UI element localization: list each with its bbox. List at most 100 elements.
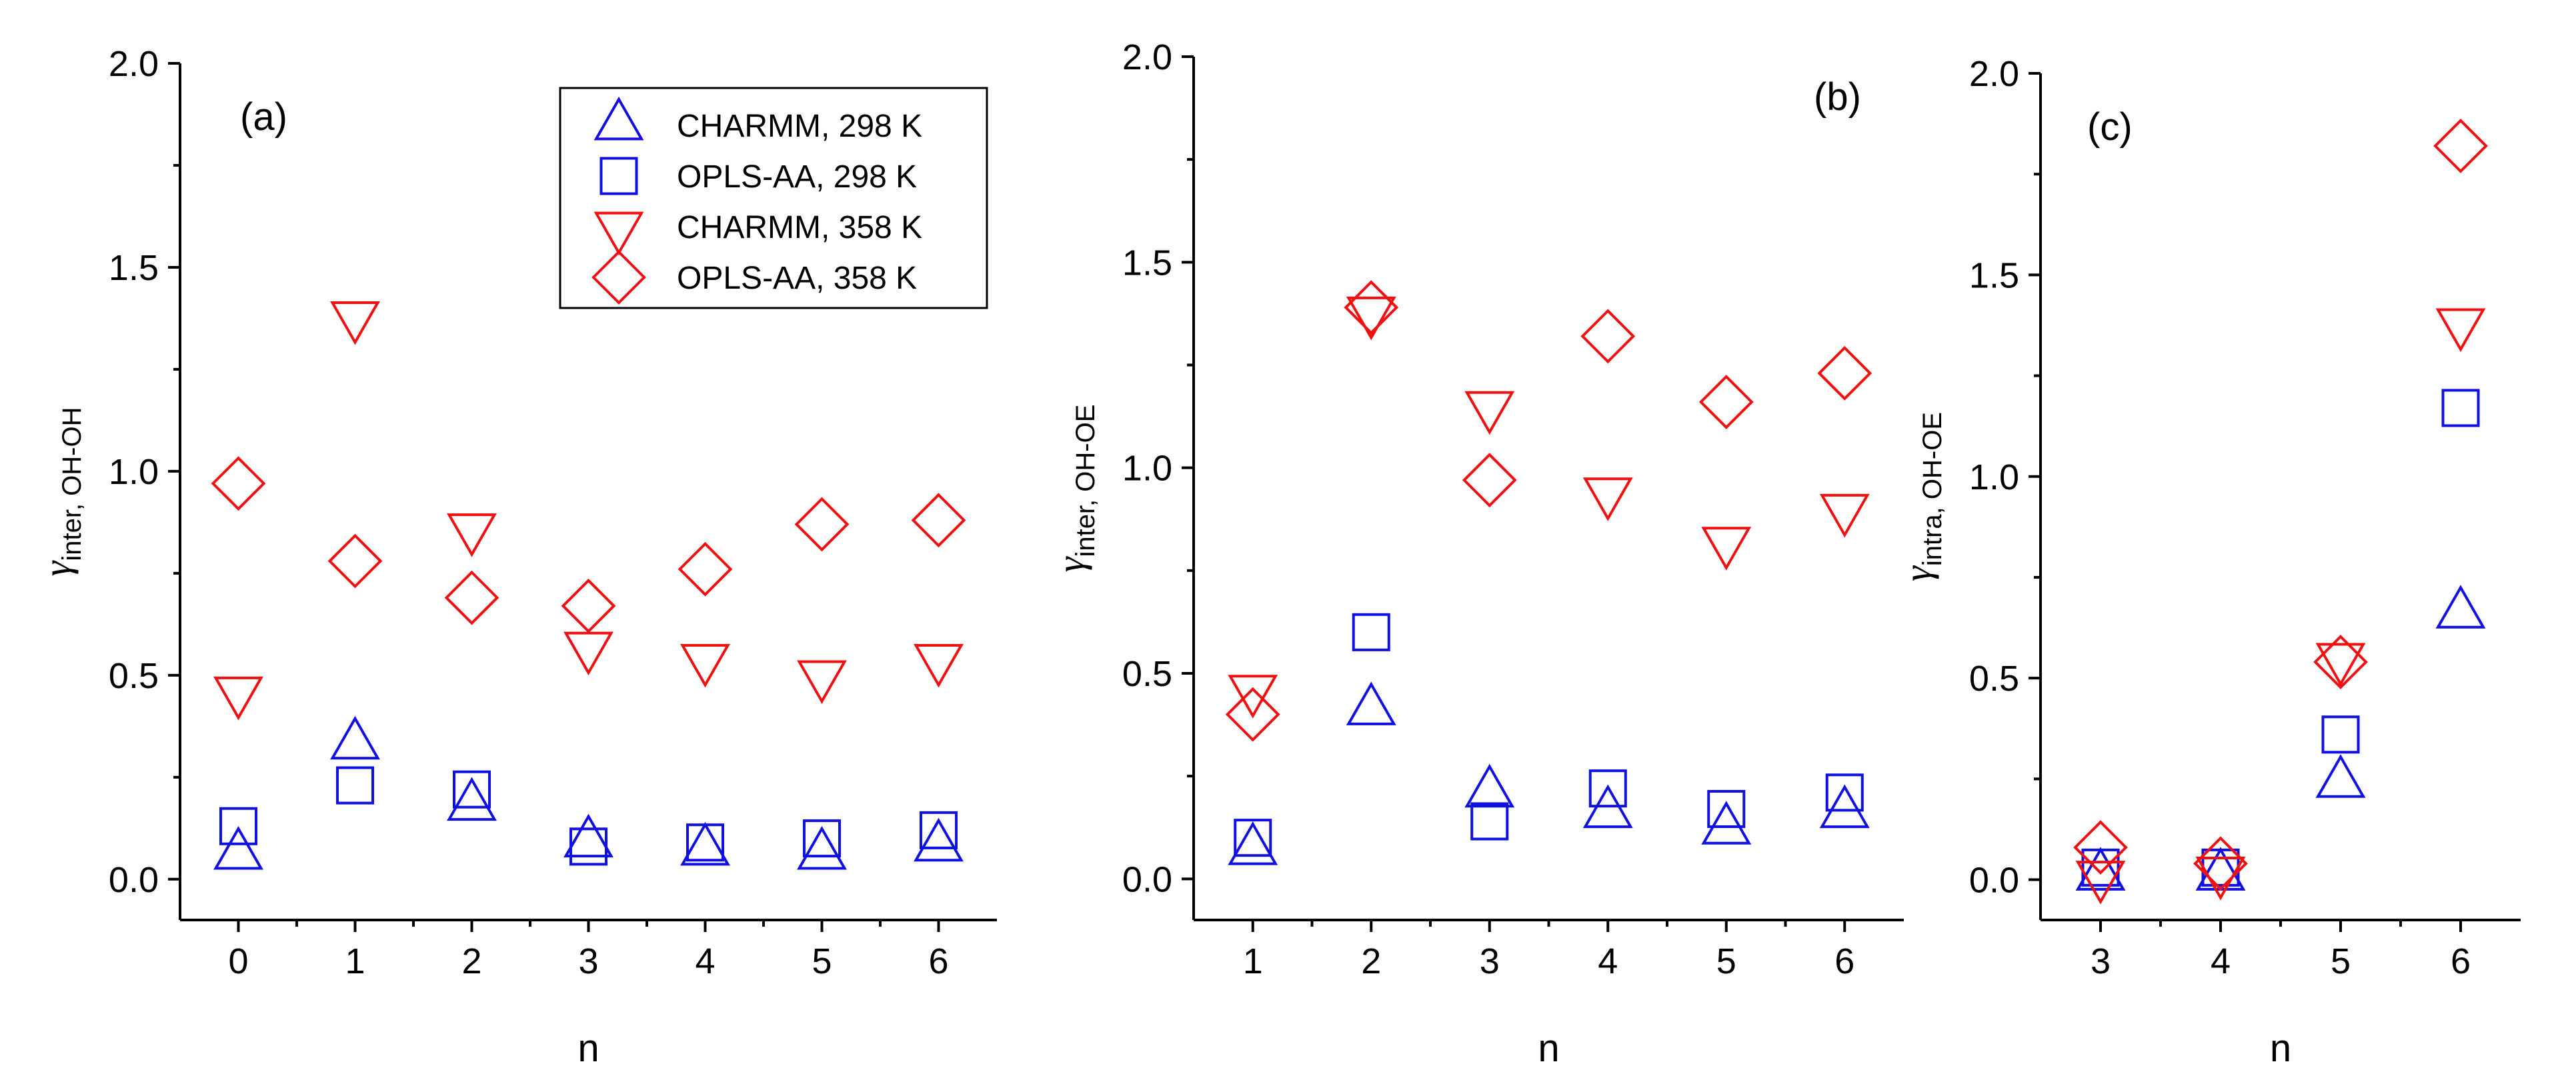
series-2	[219, 766, 958, 866]
data-point	[794, 497, 850, 552]
data-point	[2193, 836, 2248, 891]
y-tick-label: 2.0	[109, 44, 159, 84]
data-point	[2315, 643, 2366, 687]
triangle-down-icon	[593, 211, 644, 256]
series-3	[2075, 308, 2486, 905]
data-point	[680, 821, 730, 866]
x-tick-label: 5	[1716, 941, 1736, 981]
data-point	[1819, 493, 1870, 538]
data-point	[919, 811, 958, 849]
data-point	[2441, 389, 2480, 427]
y-tick-label: 1.0	[1969, 457, 2019, 497]
data-point	[686, 823, 725, 862]
data-point	[447, 777, 497, 821]
data-point	[213, 825, 263, 870]
data-point	[1582, 477, 1633, 521]
data-point	[1819, 784, 1870, 829]
data-point	[1464, 763, 1515, 808]
panel-label: (b)	[1814, 75, 1861, 119]
data-point	[797, 660, 847, 704]
data-point	[914, 817, 964, 862]
series-2	[2081, 389, 2480, 887]
series-2	[1234, 613, 1864, 857]
x-axis-title: n	[1538, 1027, 1559, 1070]
y-tick-label: 1.5	[1969, 255, 2019, 295]
diamond-icon	[591, 250, 646, 305]
y-tick-label: 0.0	[1969, 861, 2019, 901]
data-point	[1462, 453, 1517, 508]
x-tick-label: 4	[695, 941, 715, 981]
data-point	[452, 770, 491, 809]
data-point	[1464, 391, 1515, 435]
data-point	[327, 533, 383, 589]
data-point	[802, 819, 842, 858]
data-point	[1588, 769, 1627, 808]
y-tick-label: 0.5	[1969, 659, 2019, 699]
series-1	[213, 715, 964, 870]
data-point	[2073, 820, 2128, 875]
panel-label: (a)	[240, 95, 287, 139]
data-point	[2435, 308, 2486, 353]
data-point	[1470, 802, 1509, 841]
data-point	[447, 513, 497, 557]
y-axis-subscript: inter, OH-OE	[1071, 405, 1100, 557]
y-axis-title: γinter, OH-OE	[1049, 405, 1100, 573]
data-point	[2081, 848, 2120, 887]
data-point	[330, 715, 380, 760]
data-point	[2321, 715, 2360, 754]
data-point	[444, 570, 499, 625]
data-point	[797, 825, 847, 870]
data-point	[2315, 754, 2366, 798]
data-point	[1701, 527, 1752, 571]
x-tick-label: 4	[1598, 941, 1618, 981]
data-point	[219, 807, 258, 845]
data-point	[678, 541, 733, 597]
data-point	[1352, 613, 1390, 651]
data-point	[563, 813, 613, 858]
series-4	[1225, 280, 1872, 742]
data-point	[1344, 280, 1399, 335]
data-point	[2435, 585, 2486, 629]
y-axis-subscript: inter, OH-OH	[57, 407, 87, 561]
data-point	[2075, 861, 2126, 905]
legend-label: CHARMM, 298 K	[677, 109, 922, 144]
y-tick-label: 2.0	[1969, 54, 2019, 94]
data-point	[1225, 687, 1280, 742]
x-tick-label: 1	[345, 941, 365, 981]
data-point	[2433, 118, 2488, 173]
data-point	[213, 676, 263, 721]
data-point	[1701, 801, 1752, 845]
data-point	[211, 456, 266, 511]
chart-panel-2: 0.0 0.5 1.0 1.5 2.0 1 2 3 4 5 6 n γinter, OH-OE (b)	[1049, 37, 1904, 1070]
y-tick-label: 0.0	[1122, 859, 1172, 899]
data-point	[1698, 375, 1754, 429]
data-point	[2313, 635, 2368, 689]
data-point	[1234, 819, 1272, 857]
data-point	[1707, 789, 1746, 829]
y-tick-label: 0.5	[109, 656, 159, 696]
data-point	[569, 827, 608, 866]
x-tick-label: 5	[2331, 941, 2351, 981]
y-tick-label: 1.5	[1122, 243, 1172, 283]
data-point	[1228, 675, 1278, 719]
x-tick-label: 5	[812, 941, 832, 981]
chart-panel-1: 0.0 0.5 1.0 1.5 2.0 0 1 2 3 4 5 6 n γinter, OH-OH (a) C…	[35, 44, 997, 1070]
y-axis-title: γintra, OH-OE	[1896, 412, 1947, 581]
legend-label: OPLS-AA, 358 K	[677, 261, 917, 296]
y-axis-symbol: γ	[35, 560, 79, 577]
y-axis-subscript: intra, OH-OE	[1918, 412, 1947, 566]
y-axis-symbol: γ	[1049, 555, 1092, 572]
data-point	[1346, 681, 1396, 725]
data-point	[680, 643, 730, 688]
data-point	[1346, 296, 1396, 341]
x-tick-label: 3	[578, 941, 598, 981]
y-tick-label: 0.0	[109, 860, 159, 900]
x-tick-label: 0	[228, 941, 248, 981]
y-tick-label: 0.5	[1122, 654, 1172, 694]
data-point	[1817, 345, 1872, 401]
y-axis-symbol: γ	[1896, 565, 1939, 581]
y-tick-label: 2.0	[1122, 37, 1172, 77]
x-tick-label: 6	[1834, 941, 1854, 981]
data-point	[335, 766, 375, 805]
